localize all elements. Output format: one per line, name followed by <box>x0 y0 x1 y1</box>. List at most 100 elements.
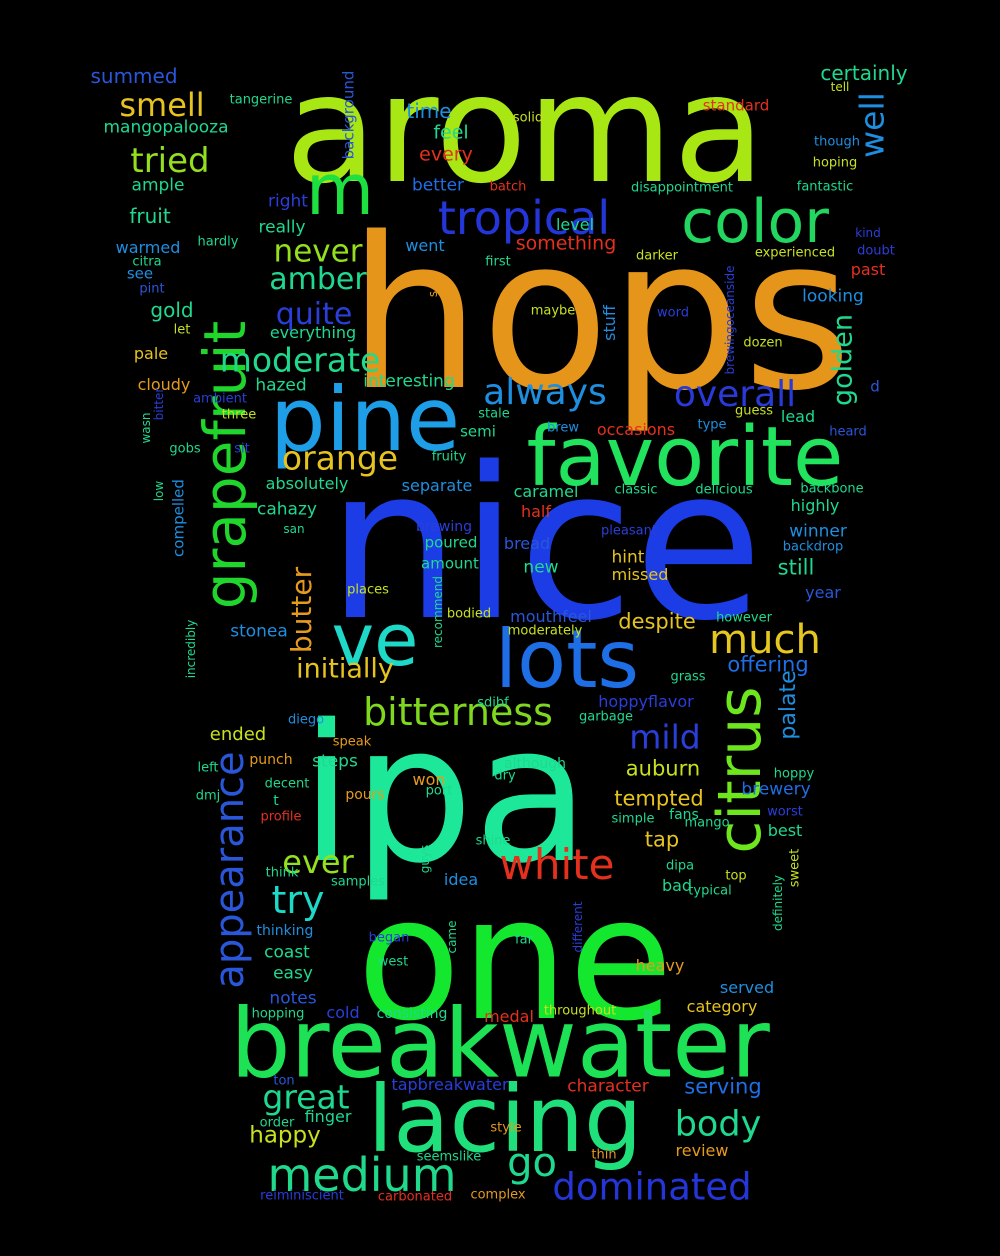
word-85: compelled <box>169 479 188 557</box>
word-94: lead <box>780 407 816 426</box>
word-78: absolutely <box>265 474 349 493</box>
word-9: lots <box>494 613 640 706</box>
word-210: complex <box>470 1187 526 1203</box>
word-92: amount <box>421 554 479 573</box>
word-117: although <box>503 756 567 772</box>
word-133: doubt <box>857 243 895 259</box>
word-80: caramel <box>513 482 579 501</box>
word-15: m <box>305 149 375 231</box>
word-148: sit <box>234 441 250 457</box>
word-100: brewery <box>741 779 811 800</box>
word-129: tell <box>830 80 850 94</box>
word-153: brew <box>547 420 579 436</box>
word-132: kind <box>855 226 881 240</box>
word-174: sdibf <box>477 695 509 711</box>
word-147: bitter <box>152 387 166 421</box>
word-162: backdrop <box>782 539 844 555</box>
word-19: much <box>709 617 821 663</box>
word-25: orange <box>281 438 399 478</box>
word-33: quite <box>275 297 353 332</box>
word-154: fruity <box>431 449 467 465</box>
word-101: best <box>767 821 803 840</box>
word-103: bad <box>661 876 693 895</box>
word-193: top <box>725 868 747 884</box>
word-105: easy <box>273 963 313 984</box>
word-74: stuff <box>600 305 619 341</box>
word-35: smell <box>119 86 205 124</box>
word-136: darker <box>636 248 678 264</box>
word-57: something <box>515 232 617 255</box>
word-14: ve <box>331 598 419 682</box>
word-62: went <box>405 236 445 255</box>
word-47: serving <box>684 1074 762 1099</box>
word-31: try <box>271 878 325 922</box>
word-39: golden <box>827 313 859 407</box>
word-113: tapbreakwater <box>391 1075 509 1094</box>
word-29: body <box>674 1104 762 1145</box>
word-137: first <box>485 254 511 270</box>
word-180: hoppy <box>773 766 815 782</box>
word-208: reiminiscient <box>260 1188 344 1204</box>
word-135: brewingoceanside <box>723 265 737 375</box>
word-116: hoppyflavor <box>598 692 694 711</box>
word-128: fantastic <box>796 179 854 195</box>
word-68: cloudy <box>137 375 191 394</box>
word-114: finger <box>304 1107 352 1126</box>
word-46: tempted <box>614 786 704 811</box>
word-37: amber <box>269 262 367 297</box>
word-165: pleasant <box>601 523 657 539</box>
word-192: samples <box>330 874 386 890</box>
word-169: moderately <box>507 623 583 639</box>
word-97: ended <box>209 724 267 745</box>
word-156: guess <box>734 403 774 419</box>
word-40: palate <box>776 670 801 740</box>
word-151: low <box>152 480 166 502</box>
word-149: gobs <box>169 441 201 457</box>
word-4: one <box>356 861 674 1059</box>
word-119: thinking <box>256 923 314 939</box>
word-200: west <box>377 954 409 970</box>
word-87: new <box>523 557 559 578</box>
word-90: bread <box>503 534 551 553</box>
word-12: color <box>681 187 829 257</box>
word-53: time <box>406 99 452 123</box>
word-77: occasions <box>596 420 676 439</box>
word-38: well <box>852 92 892 158</box>
word-204: order <box>259 1115 295 1131</box>
word-13: tropical <box>437 191 611 245</box>
word-5: breakwater <box>230 989 770 1100</box>
word-102: idea <box>443 870 479 889</box>
word-6: lacing <box>367 1066 643 1173</box>
word-65: see <box>126 264 154 283</box>
word-41: initially <box>296 653 394 685</box>
word-99: won <box>412 770 446 789</box>
word-141: hardly <box>197 234 239 250</box>
word-185: worst <box>767 804 803 820</box>
word-126: batch <box>489 179 527 195</box>
word-111: medal <box>484 1007 534 1026</box>
word-83: cahazy <box>257 499 317 520</box>
word-64: warmed <box>115 238 181 257</box>
word-188: shine <box>475 833 511 849</box>
word-160: delicious <box>695 482 753 498</box>
word-0: aroma <box>284 43 766 217</box>
word-134: experienced <box>754 245 836 261</box>
word-189: dipa <box>665 858 695 874</box>
word-206: seemslike <box>416 1149 482 1165</box>
word-120: consisting <box>376 1006 448 1022</box>
word-140: dozen <box>743 335 783 351</box>
word-207: thin <box>591 1147 617 1163</box>
word-17: medium <box>267 1148 457 1202</box>
word-54: feel <box>433 121 469 144</box>
word-2: nice <box>326 422 764 667</box>
word-198: came <box>445 920 459 954</box>
word-104: coast <box>264 942 310 963</box>
word-211: s <box>426 290 440 298</box>
word-124: tangerine <box>229 92 293 108</box>
word-110: category <box>686 997 758 1016</box>
word-95: mouthfeel <box>510 607 592 626</box>
word-73: past <box>850 260 886 279</box>
word-152: stale <box>478 406 510 422</box>
word-24: dominated <box>552 1165 752 1209</box>
word-16: white <box>499 840 615 889</box>
